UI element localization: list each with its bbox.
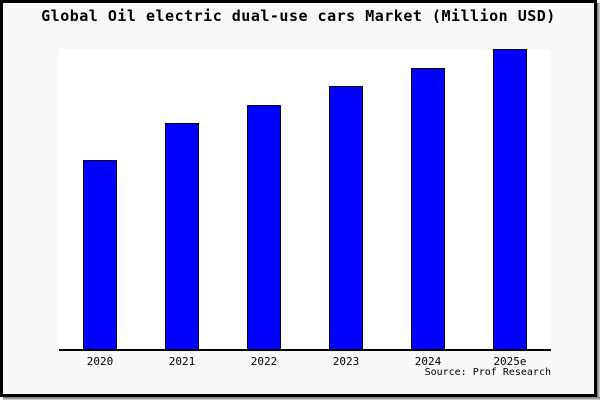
bar-2022 [247, 104, 281, 349]
bevel-shadow-right [597, 3, 600, 400]
source-caption: Source: Prof Research [424, 367, 551, 378]
bar-2021 [165, 123, 199, 349]
bar-2020 [83, 160, 117, 349]
bar-slot-2023 [305, 49, 387, 349]
x-tick-2023: 2023 [332, 355, 360, 368]
bevel-shadow-bottom [3, 397, 600, 400]
x-tick-2021: 2021 [168, 355, 196, 368]
plot-area [59, 49, 551, 349]
bar-slot-2025e [469, 49, 551, 349]
bar-slot-2020 [59, 49, 141, 349]
x-tick-2022: 2022 [250, 355, 278, 368]
x-tick-2020: 2020 [86, 355, 114, 368]
bar-2023 [329, 85, 363, 349]
x-tick-2024: 2024 [414, 355, 442, 368]
x-axis-line [59, 349, 551, 351]
chart-title: Global Oil electric dual-use cars Market… [41, 7, 556, 25]
bar-slot-2022 [223, 49, 305, 349]
bar-2024 [411, 68, 445, 349]
bar-slot-2024 [387, 49, 469, 349]
x-axis-labels: 2020 2021 2022 2023 2024 2025e [59, 355, 551, 368]
bar-slot-2021 [141, 49, 223, 349]
x-tick-2025e: 2025e [493, 355, 527, 368]
bar-2025e [493, 49, 527, 349]
